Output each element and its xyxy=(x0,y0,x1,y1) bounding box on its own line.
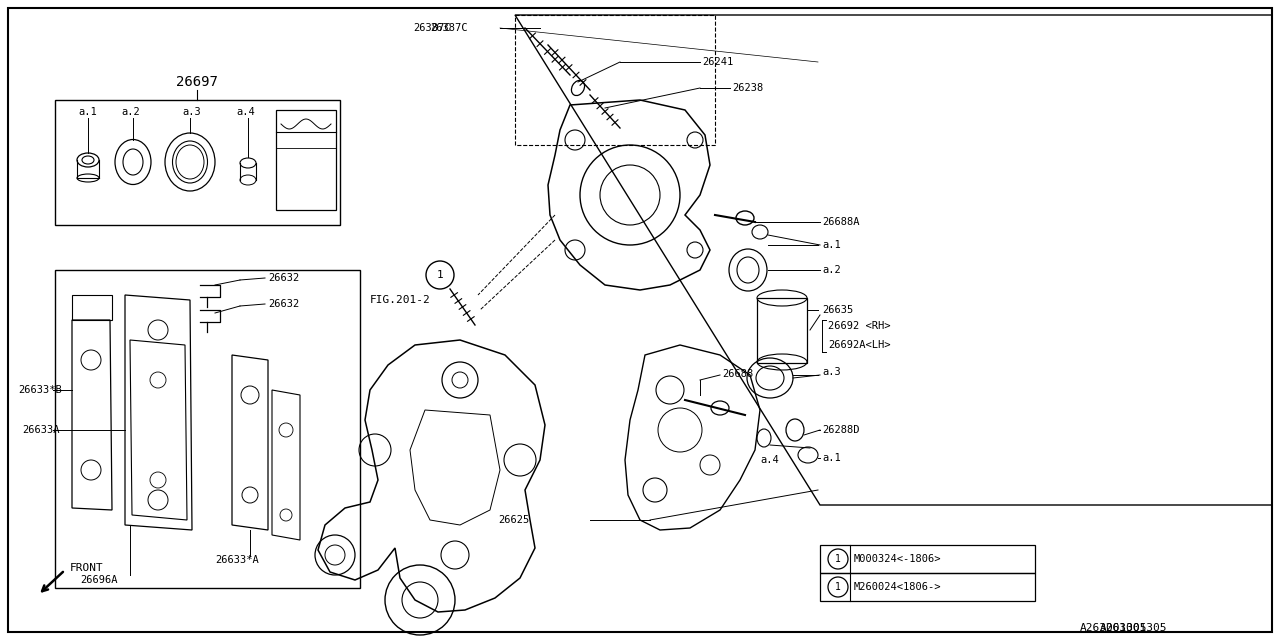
Bar xyxy=(515,15,716,145)
Text: 26238: 26238 xyxy=(732,83,763,93)
Text: a.3: a.3 xyxy=(182,107,201,117)
Text: A263001305: A263001305 xyxy=(1100,623,1167,633)
Text: 26692 <RH>: 26692 <RH> xyxy=(828,321,891,331)
Text: 26633A: 26633A xyxy=(22,425,59,435)
Text: FIG.201-2: FIG.201-2 xyxy=(370,295,431,305)
Text: a.1: a.1 xyxy=(822,240,841,250)
Text: a.1: a.1 xyxy=(78,107,97,117)
Text: 26632: 26632 xyxy=(268,299,300,309)
Text: 26387C: 26387C xyxy=(430,23,467,33)
Text: 1: 1 xyxy=(436,270,443,280)
Bar xyxy=(820,573,1036,601)
Text: 26697: 26697 xyxy=(177,75,218,89)
Text: 26387C: 26387C xyxy=(413,23,451,33)
Bar xyxy=(55,270,360,588)
Bar xyxy=(276,110,335,210)
Text: a.4: a.4 xyxy=(236,107,255,117)
Text: 1: 1 xyxy=(835,582,841,592)
Bar xyxy=(820,545,1036,573)
Text: FRONT: FRONT xyxy=(70,563,104,573)
Text: a.2: a.2 xyxy=(122,107,140,117)
Text: 26688: 26688 xyxy=(722,369,753,379)
Text: M260024<1806->: M260024<1806-> xyxy=(854,582,942,592)
Text: M000324<-1806>: M000324<-1806> xyxy=(854,554,942,564)
Text: a.3: a.3 xyxy=(822,367,841,377)
Text: 26692A<LH>: 26692A<LH> xyxy=(828,340,891,350)
Text: 26632: 26632 xyxy=(268,273,300,283)
Text: 26625: 26625 xyxy=(498,515,529,525)
Text: A263001305: A263001305 xyxy=(1080,623,1147,633)
Text: 26633*A: 26633*A xyxy=(215,555,259,565)
Text: 26635: 26635 xyxy=(822,305,854,315)
Text: 26633*B: 26633*B xyxy=(18,385,61,395)
Text: 26288D: 26288D xyxy=(822,425,859,435)
Text: a.2: a.2 xyxy=(822,265,841,275)
Bar xyxy=(55,100,340,225)
Text: 26241: 26241 xyxy=(701,57,733,67)
Text: a.4: a.4 xyxy=(760,455,778,465)
Text: 1: 1 xyxy=(835,554,841,564)
Text: 26696A: 26696A xyxy=(79,575,118,585)
Text: 26688A: 26688A xyxy=(822,217,859,227)
Text: a.1: a.1 xyxy=(822,453,841,463)
Bar xyxy=(756,298,806,363)
